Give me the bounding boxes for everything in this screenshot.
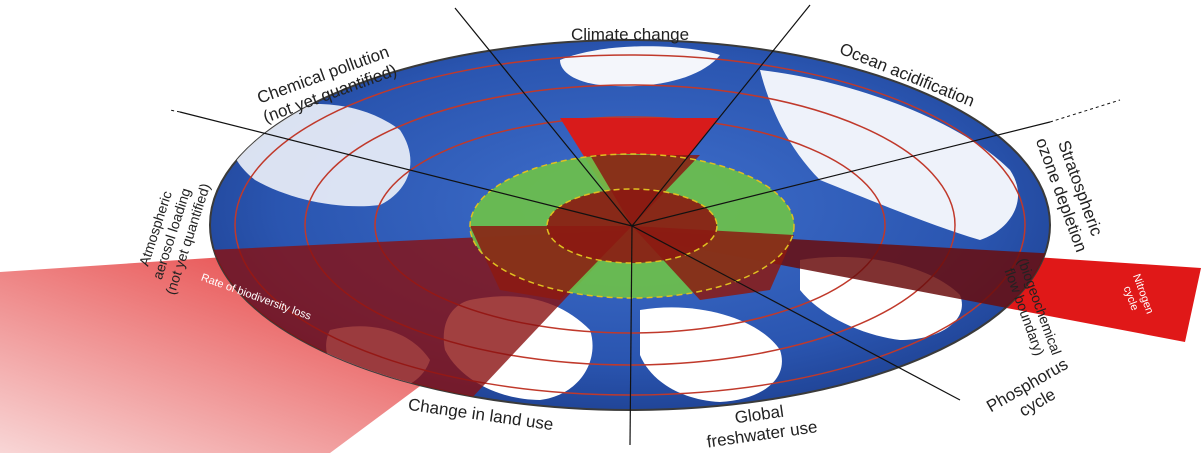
label-climate: Climate change — [571, 25, 689, 44]
sector-dividers — [179, 4, 1051, 446]
threshold-ring-inner — [546, 188, 718, 264]
label-phosphorus: Phosphorus cycle — [983, 354, 1071, 420]
threshold-ring-outer — [469, 153, 795, 299]
